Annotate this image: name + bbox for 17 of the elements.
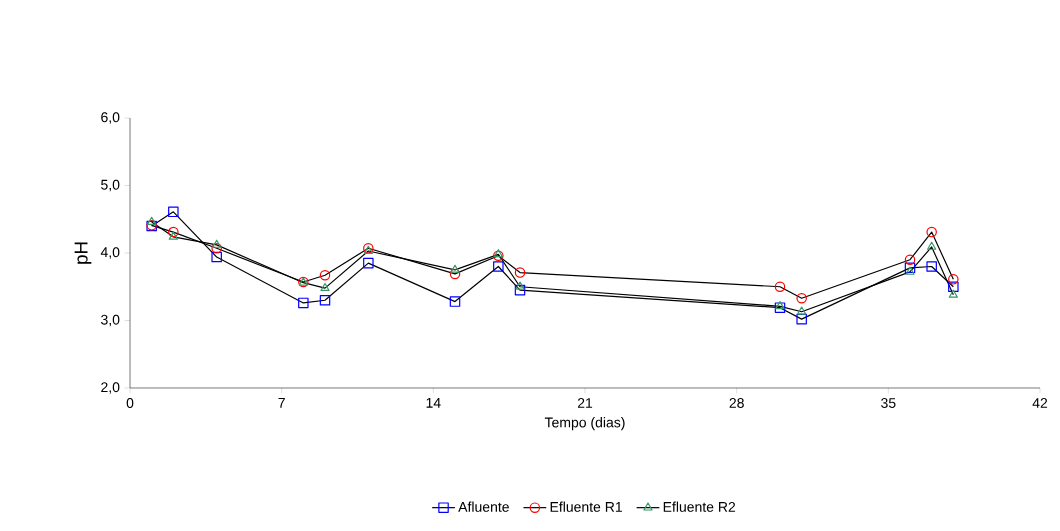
x-tick-label: 28	[729, 398, 744, 408]
y-tick-label: 3,0	[101, 314, 120, 327]
legend-label: Afluente	[458, 501, 509, 512]
x-tick-label: 0	[126, 398, 134, 408]
x-tick-label: 35	[881, 398, 896, 408]
x-tick-label: 14	[426, 398, 441, 408]
y-tick-label: 4,0	[100, 247, 120, 259]
legend-label: Efluente R2	[663, 501, 736, 512]
y-tick-label: 5,0	[101, 179, 120, 192]
x-axis-title: Tempo (dias)	[544, 417, 625, 431]
y-axis-title: pH	[74, 242, 92, 264]
x-tick-label: 42	[1032, 398, 1048, 408]
x-tick-label: 21	[577, 398, 593, 408]
legend-label: Efluente R1	[550, 501, 622, 512]
y-tick-label: 2,0	[101, 382, 120, 394]
y-tick-label: 6,0	[101, 112, 120, 124]
x-tick-label: 7	[278, 398, 285, 408]
